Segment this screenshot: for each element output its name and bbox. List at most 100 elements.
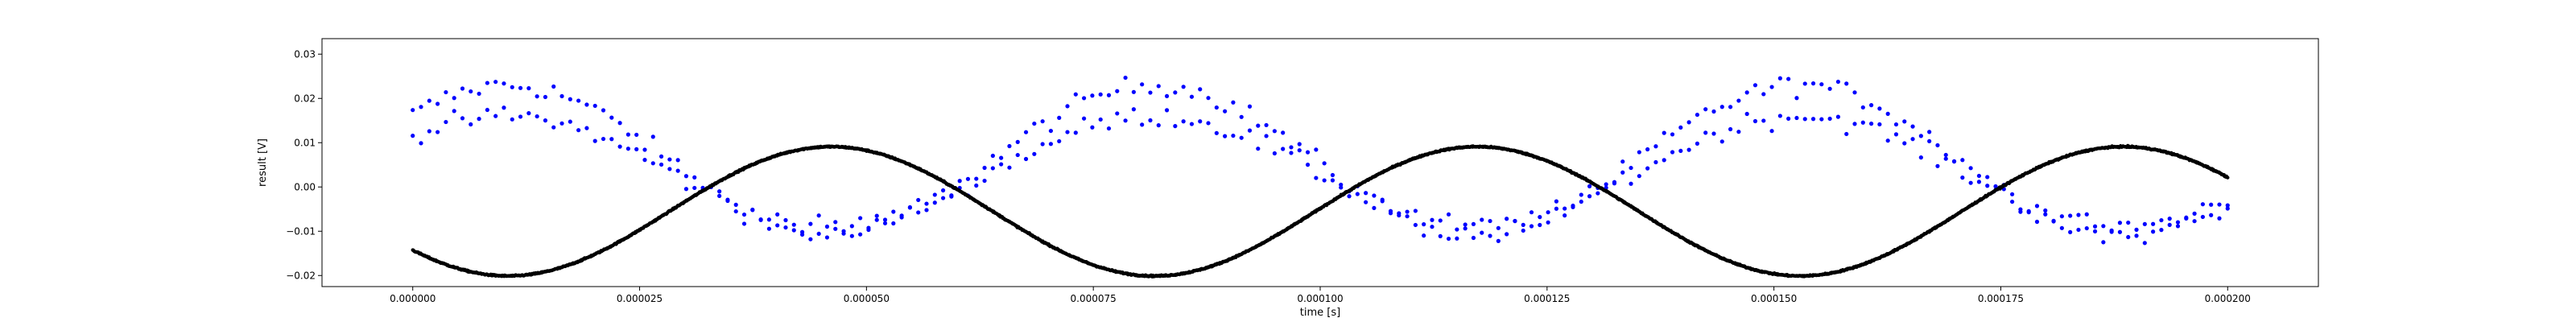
blue-data-point (1405, 209, 1410, 214)
blue-data-point (1463, 222, 1468, 227)
axes-frame (321, 38, 2319, 287)
blue-data-point (1860, 105, 1865, 110)
blue-data-point (1231, 100, 1236, 105)
blue-data-point (634, 147, 639, 151)
blue-data-point (1214, 105, 1219, 110)
blue-data-point (957, 179, 962, 184)
blue-data-point (1488, 233, 1492, 238)
blue-data-point (1935, 142, 1940, 148)
blue-data-point (1090, 125, 1095, 130)
blue-data-point (1505, 217, 1509, 221)
blue-data-point (436, 130, 440, 134)
blue-data-point (469, 122, 473, 127)
blue-data-point (2200, 214, 2205, 220)
blue-data-point (559, 121, 564, 126)
blue-data-point (460, 86, 465, 91)
blue-data-point (2109, 228, 2114, 233)
blue-data-point (667, 157, 672, 162)
blue-data-point (1438, 218, 1443, 223)
blue-data-point (1422, 233, 1426, 238)
blue-data-point (808, 237, 813, 242)
blue-data-point (1272, 151, 1277, 156)
blue-data-point (758, 217, 763, 222)
blue-data-point (1297, 142, 1302, 147)
blue-data-point (1719, 105, 1724, 109)
blue-data-point (675, 168, 680, 173)
blue-data-point (1587, 194, 1592, 199)
blue-data-point (1943, 156, 1948, 161)
blue-data-point (1802, 117, 1807, 122)
blue-data-point (1670, 150, 1675, 155)
blue-data-point (427, 98, 431, 103)
blue-data-point (824, 235, 830, 240)
blue-data-point (1719, 139, 1724, 144)
blue-data-point (1148, 118, 1153, 123)
blue-data-point (1670, 132, 1675, 137)
blue-data-point (1314, 175, 1319, 180)
blue-data-point (982, 178, 987, 184)
blue-data-point (411, 134, 415, 138)
blue-data-point (1728, 126, 1733, 132)
blue-data-point (609, 115, 614, 120)
blue-data-point (1330, 172, 1335, 178)
blue-data-point (2034, 204, 2040, 208)
blue-data-point (535, 94, 539, 99)
blue-data-point (1521, 222, 1525, 227)
blue-data-point (1927, 130, 1932, 134)
blue-data-point (1571, 203, 1575, 208)
blue-data-point (1281, 147, 1286, 151)
blue-data-point (601, 136, 606, 142)
blue-data-point (990, 153, 995, 159)
y-tick-label: 0.01 (294, 137, 316, 148)
blue-data-point (1794, 115, 1799, 121)
blue-data-point (502, 105, 506, 110)
blue-data-point (568, 119, 572, 124)
blue-data-point (924, 208, 929, 213)
blue-data-point (1835, 79, 1841, 85)
blue-data-point (2142, 221, 2147, 226)
blue-data-point (866, 227, 871, 233)
blue-data-point (1529, 224, 1534, 229)
blue-data-point (411, 108, 415, 113)
blue-data-point (2192, 219, 2197, 224)
blue-data-point (617, 144, 622, 149)
blue-data-point (1819, 82, 1824, 87)
blue-data-point (1794, 96, 1799, 101)
x-tick-label: 0.000050 (844, 293, 890, 304)
blue-data-point (1106, 93, 1112, 97)
blue-data-point (2217, 202, 2222, 207)
blue-data-point (741, 212, 747, 217)
blue-data-point (1347, 194, 1352, 199)
blue-data-point (1198, 87, 1203, 92)
blue-data-point (1082, 96, 1087, 101)
blue-data-point (1322, 178, 1327, 183)
blue-data-point (1040, 142, 1045, 147)
blue-data-point (874, 217, 879, 222)
blue-data-point (1173, 90, 1178, 95)
y-tick-label: −0.01 (286, 225, 316, 237)
blue-data-point (576, 128, 581, 133)
blue-data-point (1430, 217, 1435, 222)
blue-data-point (1082, 116, 1087, 121)
blue-data-point (526, 111, 531, 116)
blue-data-point (485, 80, 489, 85)
blue-data-point (2043, 208, 2048, 213)
blue-data-point (1181, 119, 1186, 124)
blue-data-point (1098, 117, 1103, 122)
blue-data-point (916, 197, 921, 203)
blue-data-point (1040, 119, 1045, 124)
blue-data-point (1596, 191, 1600, 196)
blue-data-point (1364, 200, 1368, 204)
blue-data-point (1073, 130, 1078, 135)
blue-data-point (1032, 121, 1037, 126)
x-tick-label: 0.000000 (390, 293, 436, 304)
blue-data-point (543, 118, 548, 123)
blue-data-point (1223, 109, 1228, 114)
blue-data-point (1678, 148, 1683, 154)
blue-data-point (2084, 212, 2089, 217)
blue-data-point (1115, 89, 1120, 93)
blue-data-point (2167, 217, 2172, 221)
blue-data-point (783, 217, 788, 223)
blue-data-point (965, 176, 971, 181)
blue-data-point (932, 200, 937, 205)
